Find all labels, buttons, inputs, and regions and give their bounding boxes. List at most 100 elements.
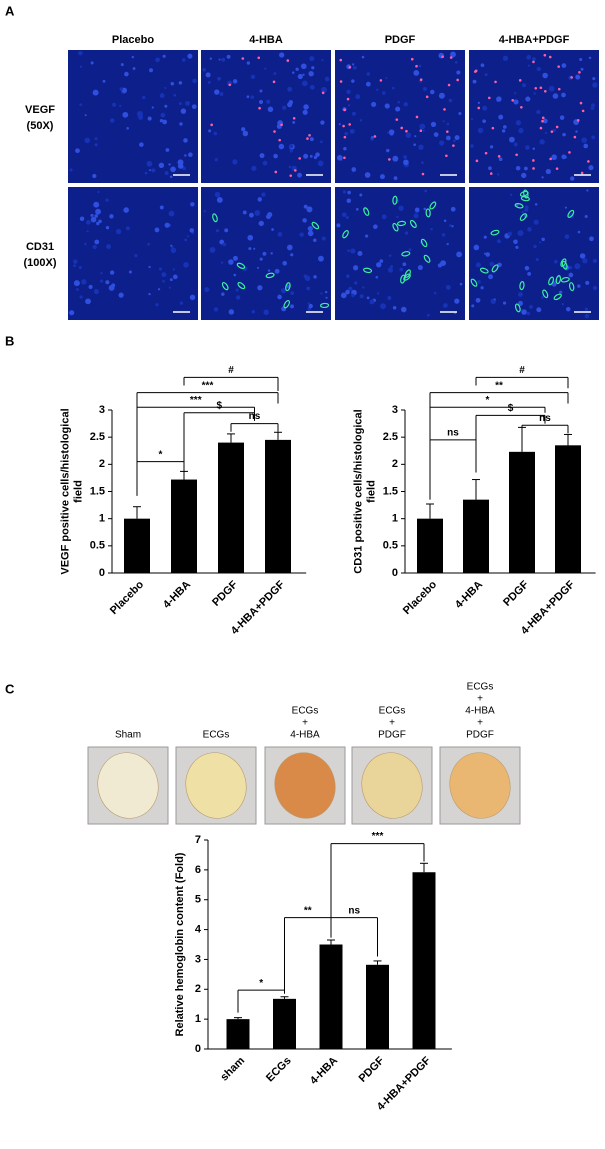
nucleus [433, 291, 437, 295]
nucleus [542, 118, 548, 124]
nucleus [408, 248, 412, 252]
nucleus [507, 231, 512, 237]
stain [446, 130, 449, 133]
x-tick-label: ECGs [264, 1055, 294, 1085]
tissue [97, 752, 159, 819]
stain [548, 55, 552, 59]
nucleus [271, 228, 274, 231]
nucleus [115, 228, 122, 235]
panel-label: B [5, 333, 14, 348]
stain [445, 154, 448, 158]
nucleus [191, 104, 197, 110]
nucleus [179, 301, 184, 305]
row-label: CD31 [26, 241, 54, 253]
nucleus [485, 252, 490, 257]
vessel [319, 302, 330, 309]
nucleus [568, 265, 573, 270]
significance-bracket: *** [136, 380, 279, 496]
stain [379, 79, 383, 82]
nucleus [536, 66, 541, 72]
y-axis-title: field [72, 480, 84, 503]
nucleus [267, 212, 273, 218]
nucleus [413, 70, 420, 76]
nucleus [290, 291, 295, 295]
nucleus [522, 83, 527, 88]
vessel [542, 289, 549, 299]
nucleus [170, 166, 176, 173]
nucleus [355, 207, 359, 211]
nucleus [528, 304, 533, 309]
nucleus [352, 63, 355, 66]
nucleus [589, 236, 594, 242]
photo-label: PDGF [378, 730, 406, 741]
nucleus [232, 79, 238, 84]
photo [175, 746, 257, 825]
nucleus [535, 257, 539, 262]
nucleus [94, 214, 98, 218]
nucleus [480, 286, 484, 290]
nucleus [403, 155, 408, 159]
nucleus [207, 81, 211, 84]
vessel [479, 267, 489, 274]
vessel [363, 267, 373, 274]
nucleus [577, 230, 581, 234]
stain [532, 167, 535, 170]
nucleus [533, 244, 537, 249]
nucleus [379, 259, 384, 263]
stain [494, 80, 497, 84]
photo-label: + [389, 718, 395, 729]
stain [576, 119, 580, 122]
x-tick-label: 4-HBA [308, 1055, 340, 1087]
bar [509, 451, 535, 573]
nucleus [586, 189, 589, 192]
nucleus [286, 244, 293, 251]
x-tick-label: PDGF [501, 578, 531, 608]
nucleus [182, 166, 186, 171]
nucleus [369, 299, 375, 305]
y-tick-label: 1.5 [90, 485, 105, 497]
vessel [553, 293, 562, 301]
nucleus [515, 120, 522, 126]
stain [539, 126, 543, 130]
nucleus [221, 292, 225, 296]
stain [443, 108, 446, 111]
micrograph [201, 187, 331, 320]
nucleus [430, 121, 437, 128]
nucleus [226, 54, 231, 59]
bar [171, 479, 197, 573]
nucleus [254, 210, 261, 216]
nucleus [106, 244, 111, 249]
nucleus [183, 138, 188, 143]
nucleus [299, 232, 304, 237]
nucleus [445, 285, 451, 290]
photo-label: + [477, 718, 483, 729]
nucleus [375, 275, 379, 279]
nucleus [449, 224, 453, 227]
nucleus [147, 242, 151, 246]
nucleus [470, 144, 474, 148]
significance-label: * [159, 449, 163, 460]
error-bar [180, 470, 188, 480]
vessel [237, 282, 246, 290]
nucleus [424, 189, 428, 193]
stain [491, 126, 495, 130]
row-label: VEGF [25, 104, 55, 116]
y-tick-label: 3 [195, 953, 201, 965]
micrograph-bg [335, 50, 465, 183]
nucleus [209, 57, 213, 60]
micrograph [469, 187, 599, 320]
nucleus [267, 106, 274, 113]
significance-label: ** [304, 905, 312, 916]
stain [415, 64, 418, 68]
nucleus [258, 99, 264, 105]
nucleus [470, 118, 474, 121]
stain [497, 155, 501, 158]
nucleus [454, 135, 460, 141]
nucleus [69, 168, 73, 172]
nucleus [365, 234, 369, 238]
nucleus [119, 87, 124, 91]
nucleus [536, 109, 541, 115]
stain [578, 71, 581, 74]
nucleus [109, 270, 115, 275]
nucleus [253, 247, 256, 250]
